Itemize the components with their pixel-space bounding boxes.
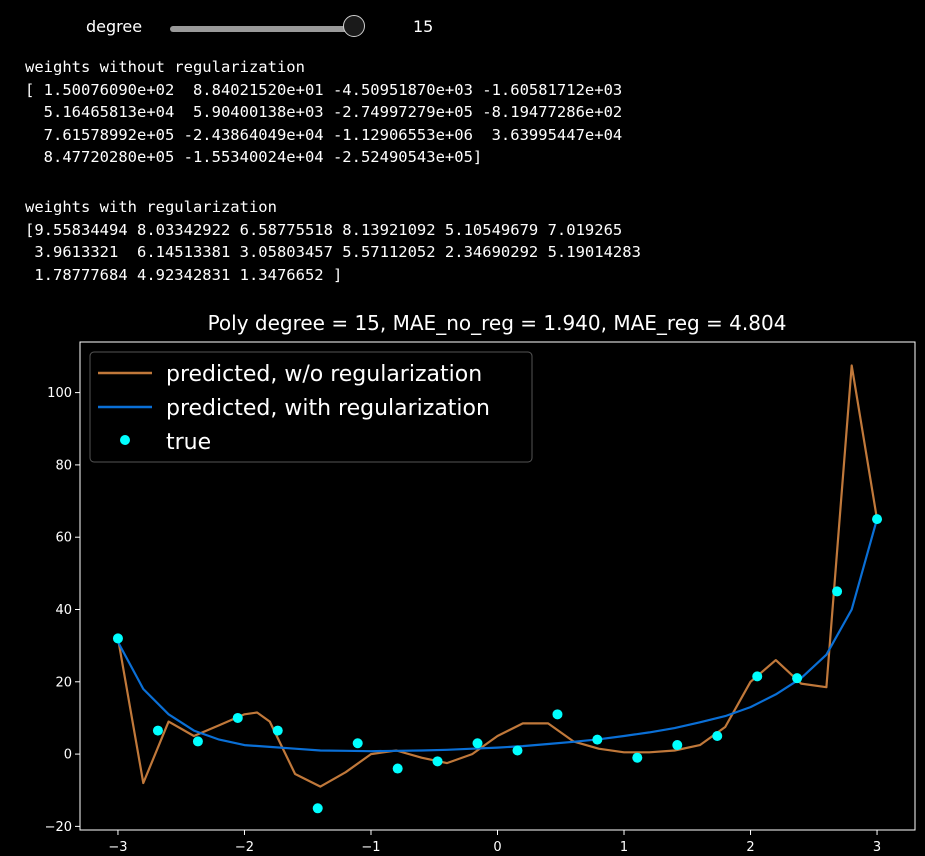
true-data-point — [312, 803, 323, 814]
true-data-point — [512, 745, 523, 756]
weights-reg-line: 1.78777684 4.92342831 1.3476652 ] — [25, 265, 343, 284]
plot-points — [112, 514, 883, 814]
true-data-point — [752, 671, 763, 682]
x-tick-label: 2 — [746, 840, 754, 855]
legend: predicted, w/o regularization predicted,… — [89, 351, 533, 463]
y-tick-label: 40 — [55, 603, 72, 618]
x-tick-label: −2 — [235, 840, 254, 855]
true-data-point — [392, 763, 403, 774]
legend-label-reg: predicted, with regularization — [166, 396, 490, 421]
weights-no-reg-line: 5.16465813e+04 5.90400138e+03 -2.7499727… — [25, 103, 623, 121]
y-tick-label: 0 — [64, 748, 72, 763]
true-data-point — [832, 586, 843, 597]
weights-no-reg-header: weights without regularization — [25, 58, 305, 76]
true-data-point — [152, 725, 163, 736]
true-data-point — [352, 738, 363, 749]
poly-fit-chart: Poly degree = 15, MAE_no_reg = 1.940, MA… — [45, 311, 916, 855]
y-tick-label: 60 — [55, 531, 72, 546]
weights-reg-line: [9.55834494 8.03342922 6.58775518 8.1392… — [25, 220, 623, 239]
degree-value-readout: 15 — [413, 17, 434, 36]
true-data-point — [632, 752, 643, 763]
true-data-point — [872, 514, 883, 525]
plot-lines — [116, 364, 879, 788]
weights-reg-output: weights with regularization [9.55834494 … — [25, 196, 641, 286]
degree-slider-track[interactable] — [170, 26, 354, 32]
chart-title: Poly degree = 15, MAE_no_reg = 1.940, MA… — [208, 311, 787, 335]
legend-swatch-true — [120, 435, 130, 445]
x-tick-label: 3 — [873, 840, 881, 855]
x-tick-label: 1 — [620, 840, 628, 855]
true-data-point — [232, 712, 243, 723]
true-data-point — [272, 725, 283, 736]
legend-label-no-reg: predicted, w/o regularization — [166, 362, 482, 387]
degree-label: degree — [86, 17, 143, 36]
true-data-point — [792, 673, 803, 684]
x-tick-label: −3 — [108, 840, 127, 855]
plot-frame — [79, 341, 916, 831]
degree-slider-handle[interactable] — [343, 15, 365, 37]
y-tick-label: 80 — [55, 458, 72, 473]
legend-label-true: true — [166, 430, 211, 455]
legend-box — [89, 351, 533, 463]
true-data-point — [552, 709, 563, 720]
y-tick-label: −20 — [45, 820, 72, 835]
x-tick-label: −1 — [361, 840, 380, 855]
axis-ticks: −3 −2 −1 0 1 2 3 −20 0 20 40 60 80 100 — [45, 386, 882, 855]
weights-reg-header: weights with regularization — [25, 198, 277, 216]
weights-no-reg-line: 8.47720280e+05 -1.55340024e+04 -2.524905… — [25, 148, 483, 166]
y-tick-label: 100 — [47, 386, 72, 401]
true-data-point — [592, 734, 603, 745]
degree-slider-widget: degree 15 — [0, 0, 925, 56]
true-data-point — [432, 756, 443, 767]
y-tick-label: 20 — [55, 675, 72, 690]
series-line-1 — [117, 518, 879, 753]
weights-no-reg-output: weights without regularization [ 1.50076… — [25, 56, 622, 169]
true-data-point — [472, 738, 483, 749]
true-data-point — [192, 736, 203, 747]
true-data-point — [712, 731, 723, 742]
weights-reg-line: 3.9613321 6.14513381 3.05803457 5.571120… — [25, 243, 641, 261]
x-tick-label: 0 — [493, 840, 501, 855]
true-data-point — [112, 633, 123, 644]
weights-no-reg-line: [ 1.50076090e+02 8.84021520e+01 -4.50951… — [25, 80, 623, 99]
weights-no-reg-line: 7.61578992e+05 -2.43864049e+04 -1.129065… — [25, 125, 623, 144]
series-line-0 — [116, 364, 879, 788]
true-data-point — [672, 740, 683, 751]
